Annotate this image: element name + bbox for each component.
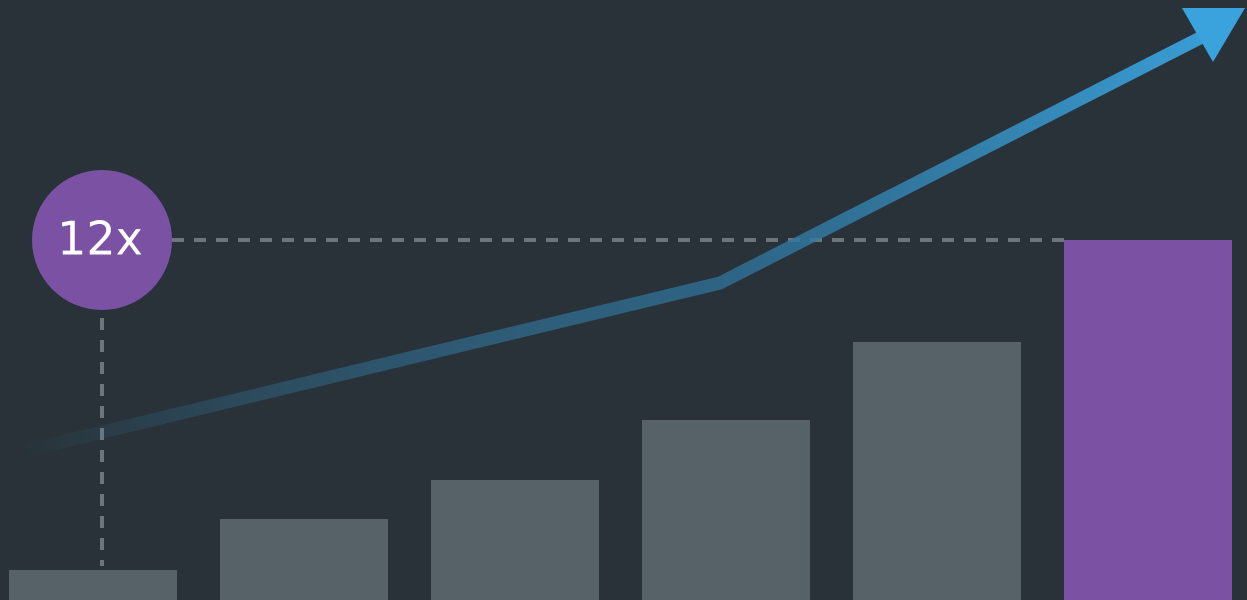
value-label: 12x (57, 212, 143, 266)
bar (853, 342, 1021, 600)
bars (9, 240, 1232, 600)
bar (642, 420, 810, 600)
bar (9, 570, 177, 600)
bar (1064, 240, 1232, 600)
bar (431, 480, 599, 600)
trend-arrow (18, 32, 1203, 459)
arrow-head (1182, 8, 1245, 62)
bar (220, 519, 388, 600)
label-badge (32, 170, 172, 310)
